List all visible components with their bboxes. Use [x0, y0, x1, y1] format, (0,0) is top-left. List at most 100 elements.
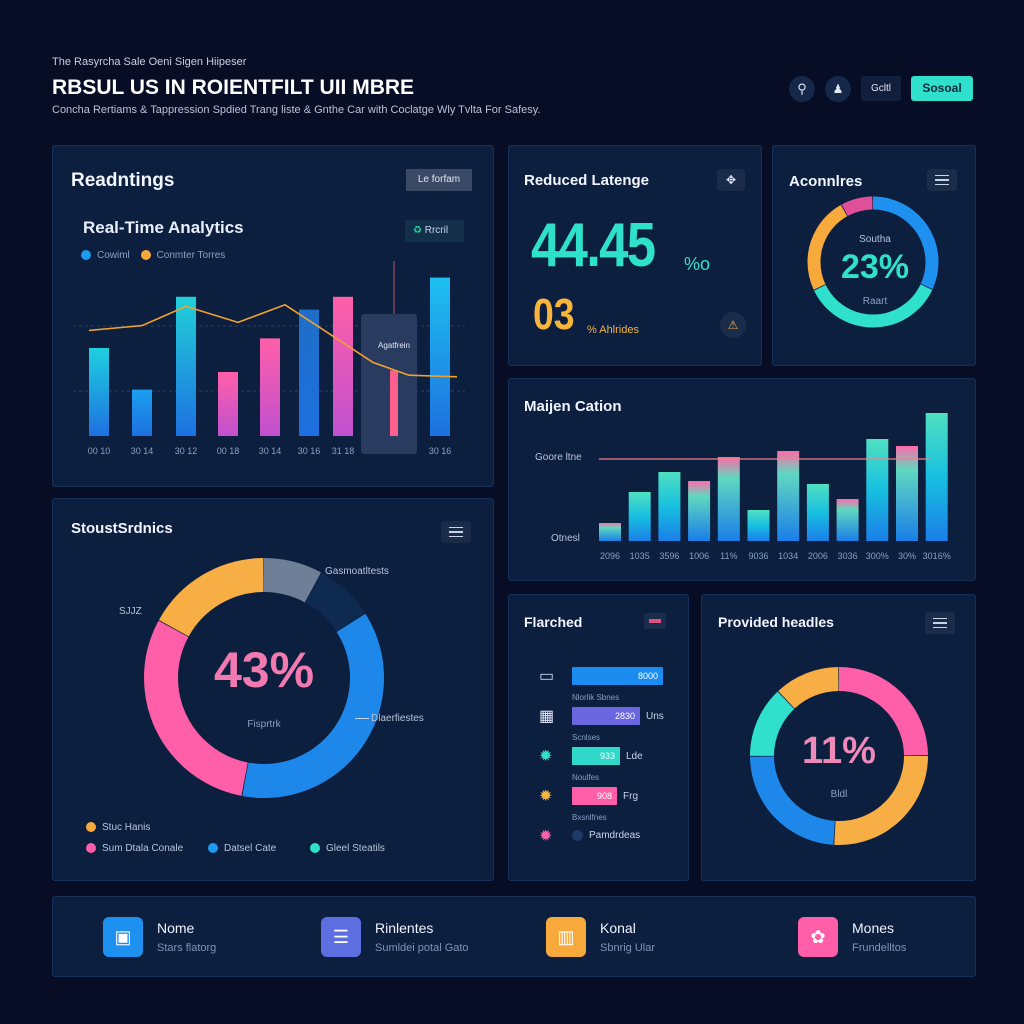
donut-value: 43%: [213, 642, 315, 698]
legend-label: Gleel Steatils: [326, 843, 385, 854]
text-button[interactable]: Gcltl: [861, 76, 901, 101]
legend-dot: [81, 250, 91, 261]
bar: [599, 523, 621, 541]
flarched-panel: Flarched ▭ 8000 Nlorlik Sbnes ▦ 2830 Uns Scnls…: [508, 594, 689, 881]
donut-segment[interactable]: [807, 196, 939, 328]
alert-button[interactable]: ⚠: [720, 312, 746, 338]
row-caption: Bxsnlfnes: [572, 813, 607, 822]
footer-item-subtitle: Stars flatorg: [157, 942, 217, 954]
majen-panel: Maijen Cation Goore ltne Otnesl 2096 1035…: [508, 378, 976, 581]
row-unit: Uns: [646, 711, 664, 722]
legend-label: Stuc Hanis: [102, 822, 151, 833]
chart-action-button[interactable]: ♻ Rrcril: [405, 220, 464, 242]
highlight-overlay[interactable]: [361, 314, 417, 454]
chart-subtitle: Real-Time Analytics: [83, 218, 244, 237]
filter-button[interactable]: Le forfam: [406, 169, 472, 191]
menu-button[interactable]: [927, 169, 957, 191]
bar: [806, 484, 829, 541]
collapse-button[interactable]: [644, 613, 666, 629]
footer-item[interactable]: ✿ Mones Frundelltos: [798, 917, 906, 957]
legend-item: Datsel Cate: [208, 843, 310, 854]
donut-value: 11%: [802, 730, 876, 772]
donut-segment[interactable]: [807, 196, 939, 328]
burst-pink-icon: ✹: [539, 828, 553, 845]
menu-button[interactable]: [441, 521, 471, 543]
minus-icon: [649, 619, 661, 623]
x-tick-label: 2096: [600, 551, 620, 561]
profile-button[interactable]: ♟: [825, 76, 851, 102]
provided-title: Provided headles: [718, 614, 834, 630]
value-bar: 2830: [572, 707, 640, 725]
highlight-label: Agatfrein: [378, 341, 410, 350]
x-tick-label: 11%: [720, 551, 737, 561]
action-label: Rrcril: [424, 225, 449, 236]
legend-dot: [86, 843, 96, 854]
line-series: [88, 304, 458, 378]
bar: [896, 446, 918, 541]
page-subtitle: Concha Rertiams & Tappression Spdied Tra…: [52, 104, 541, 116]
footer-item-title: Mones: [852, 920, 895, 936]
footer-item[interactable]: ▣ Nome Stars flatorg: [103, 917, 216, 957]
bar: [132, 389, 152, 436]
legend-dot: [310, 843, 320, 854]
aconnlres-panel: Aconnlres Southa 23% Raart: [772, 145, 976, 366]
x-tick-label: 00 18: [217, 446, 240, 456]
share-button[interactable]: ⚲: [789, 76, 815, 102]
legend-dot: [140, 250, 151, 261]
callout-right: Dlaerfiestes: [371, 713, 424, 724]
primary-button[interactable]: Sosoal: [911, 76, 973, 101]
latency-title: Reduced Latenge: [524, 172, 650, 189]
footer-item-subtitle: Frundelltos: [852, 942, 907, 954]
callout-top: Gasmoatltests: [325, 566, 389, 577]
expand-button[interactable]: ✥: [717, 169, 745, 191]
x-tick-label: 1006: [689, 551, 709, 561]
donut-segment[interactable]: [144, 558, 384, 798]
donut-bottom-label: Raart: [862, 296, 888, 307]
bar: [89, 348, 109, 436]
donut-segment[interactable]: [750, 667, 928, 845]
x-tick-label: 1034: [778, 551, 798, 561]
reference-label: Goore ltne: [535, 452, 582, 463]
menu-button[interactable]: [925, 612, 955, 634]
stouds-donut: [144, 558, 384, 798]
legend-label: Conmter Torres: [156, 250, 226, 261]
status-dot: [572, 830, 583, 841]
grid-icon: ▦: [539, 708, 555, 725]
x-tick-label: 3036: [838, 551, 858, 561]
figure-icon: ⚲: [797, 81, 807, 96]
footer-bar: ▣ Nome Stars flatorg ☰ Rinlentes Sumldei…: [52, 896, 976, 977]
legend-item: Gleel Steatils: [310, 843, 385, 854]
donut-segment[interactable]: [807, 196, 939, 328]
x-tick-label: 30 12: [175, 446, 198, 456]
footer-item-title: Nome: [157, 920, 195, 936]
flarched-title: Flarched: [524, 614, 583, 630]
x-tick-label: 30%: [898, 551, 916, 561]
legend-dot: [86, 822, 96, 833]
donut-segment[interactable]: [144, 558, 384, 798]
building-icon: ▥: [546, 917, 586, 957]
donut-segment[interactable]: [750, 667, 928, 845]
x-tick-label: 30 14: [259, 446, 282, 456]
callout-right-line: [355, 718, 369, 719]
bar: [430, 277, 450, 436]
robot-icon: ▣: [103, 917, 143, 957]
row-caption: Nlorlik Sbnes: [572, 693, 620, 702]
donut-legend: Stuc Hanis Sum Dtala Conale Datsel Cate …: [86, 822, 486, 854]
row-caption: Scnlses: [572, 733, 601, 742]
bar: [866, 439, 889, 541]
latency-panel: Reduced Latenge ✥ 44.45 %o 03 % Ahlrides…: [508, 145, 762, 366]
provided-panel: Provided headles 11% Bldl: [701, 594, 976, 881]
latency-sub-unit: % Ahlrides: [587, 324, 639, 336]
bar: [836, 499, 859, 541]
x-tick-label: 9036: [748, 551, 768, 561]
readings-panel: Readntings Le forfam Real-Time Analytics…: [52, 145, 494, 487]
footer-item[interactable]: ☰ Rinlentes Sumldei potal Gato: [321, 917, 469, 957]
burst-teal-icon: ✹: [539, 748, 553, 765]
legend-item: Conmter Torres: [140, 250, 226, 261]
x-tick-label: 3596: [659, 551, 679, 561]
donut-segment[interactable]: [144, 558, 384, 798]
baseline-label: Otnesl: [551, 533, 580, 544]
footer-item[interactable]: ▥ Konal Sbnrig Ular: [546, 917, 655, 957]
bar: [390, 370, 398, 436]
row-unit: Lde: [626, 751, 643, 762]
